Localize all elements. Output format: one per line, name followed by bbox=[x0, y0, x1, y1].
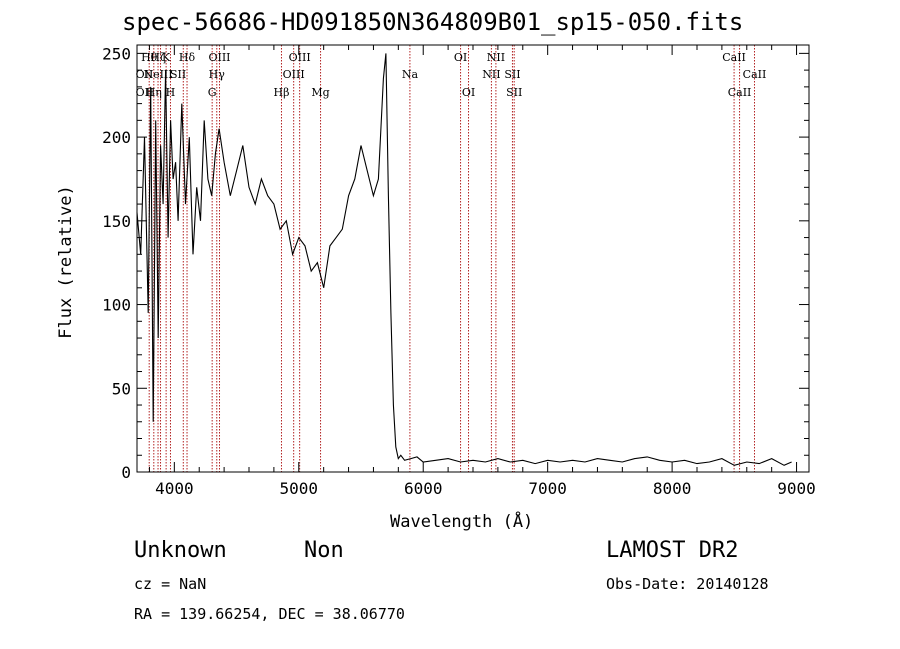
spectrum-line bbox=[136, 53, 792, 466]
spectral-line-label: Hη bbox=[146, 86, 162, 99]
spectral-line-label: Hδ bbox=[179, 51, 196, 64]
spectral-line-label: CaII bbox=[728, 86, 752, 99]
obs-date-text: Obs-Date: 20140128 bbox=[606, 575, 769, 593]
y-axis-label: Flux (relative) bbox=[56, 185, 76, 339]
object-subclass: Non bbox=[304, 538, 344, 563]
spectral-line-label: SII bbox=[504, 68, 520, 81]
x-tick-label: 4000 bbox=[155, 479, 194, 498]
spectral-line-label: OI bbox=[454, 51, 467, 64]
spectral-line-label: OI bbox=[462, 86, 475, 99]
spectral-line-label: G bbox=[208, 86, 217, 99]
spectral-line-label: CaII bbox=[722, 51, 746, 64]
spectral-line-label: SII bbox=[170, 68, 186, 81]
spectral-line-label: OIII bbox=[283, 68, 305, 81]
x-tick-label: 7000 bbox=[528, 479, 567, 498]
chart-title: spec-56686-HD091850N364809B01_sp15-050.f… bbox=[122, 8, 744, 36]
x-axis-label: Wavelength (Å) bbox=[390, 512, 534, 532]
x-tick-label: 6000 bbox=[404, 479, 443, 498]
x-tick-label: 5000 bbox=[280, 479, 319, 498]
y-tick-label: 50 bbox=[112, 379, 131, 398]
spectral-line-label: OIII bbox=[208, 51, 230, 64]
spectral-line-label: Hγ bbox=[209, 68, 226, 81]
y-tick-label: 150 bbox=[102, 212, 131, 231]
plot-frame bbox=[136, 44, 810, 473]
y-tick-label: 200 bbox=[102, 128, 131, 147]
spectral-line-label: OII bbox=[136, 86, 154, 99]
survey-name: LAMOST DR2 bbox=[606, 538, 739, 563]
spectral-line-label: SII bbox=[506, 86, 522, 99]
object-class: Unknown bbox=[134, 538, 227, 563]
redshift-text: cz = NaN bbox=[134, 575, 207, 593]
spectral-line-label: Na bbox=[402, 68, 419, 81]
spectral-line-label: Mg bbox=[311, 86, 329, 99]
spectral-line-label: OIII bbox=[289, 51, 311, 64]
spectral-line-label: H bbox=[166, 86, 176, 99]
spectral-line-label: K bbox=[162, 51, 171, 64]
spectral-line-label: OII bbox=[136, 68, 154, 81]
x-tick-label: 9000 bbox=[777, 479, 816, 498]
spectral-line-label: NII bbox=[487, 51, 505, 64]
spectral-line-label: NII bbox=[482, 68, 500, 81]
x-tick-label: 8000 bbox=[653, 479, 692, 498]
spectral-line-label: Hθ bbox=[141, 51, 158, 64]
spectral-line-label: NeIII bbox=[143, 68, 172, 81]
y-tick-label: 250 bbox=[102, 44, 131, 63]
spectral-line-label: CaII bbox=[743, 68, 767, 81]
y-tick-label: 0 bbox=[121, 463, 131, 482]
coordinates-text: RA = 139.66254, DEC = 38.06770 bbox=[134, 605, 405, 623]
spectral-line-label: Hζ bbox=[150, 51, 166, 64]
spectral-line-label: Hβ bbox=[274, 86, 290, 99]
y-tick-label: 100 bbox=[102, 296, 131, 315]
